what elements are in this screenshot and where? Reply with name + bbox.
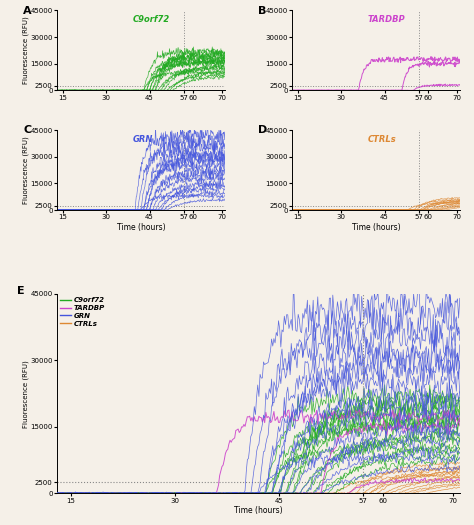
X-axis label: Time (hours): Time (hours) <box>234 507 283 516</box>
Y-axis label: Fluorescence (RFU): Fluorescence (RFU) <box>22 17 29 85</box>
Text: E: E <box>17 286 24 296</box>
Text: CTRLs: CTRLs <box>367 135 396 144</box>
X-axis label: Time (hours): Time (hours) <box>117 223 165 232</box>
Text: TARDBP: TARDBP <box>367 15 405 24</box>
Text: C: C <box>23 125 31 135</box>
X-axis label: Time (hours): Time (hours) <box>352 223 400 232</box>
Text: D: D <box>258 125 268 135</box>
Text: GRN: GRN <box>132 135 153 144</box>
Legend: C9orf72, TARDBP, GRN, CTRLs: C9orf72, TARDBP, GRN, CTRLs <box>60 297 105 327</box>
Text: C9orf72: C9orf72 <box>132 15 170 24</box>
Text: B: B <box>258 6 267 16</box>
Y-axis label: Fluorescence (RFU): Fluorescence (RFU) <box>22 136 29 204</box>
Text: A: A <box>23 6 32 16</box>
Y-axis label: Fluorescence (RFU): Fluorescence (RFU) <box>22 360 29 427</box>
